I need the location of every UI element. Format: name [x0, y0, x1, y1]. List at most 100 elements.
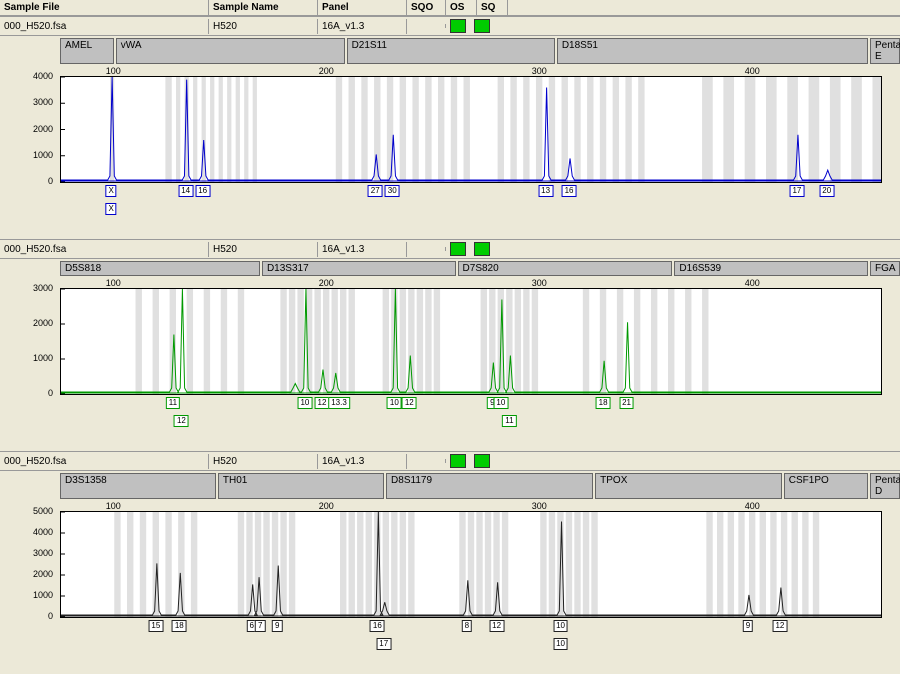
allele-call: 15: [148, 620, 163, 632]
locus-label: TH01: [218, 473, 384, 499]
locus-label: D3S1358: [60, 473, 216, 499]
locus-label: vWA: [116, 38, 345, 64]
y-tick-label: 0: [48, 176, 53, 186]
locus-label: D21S11: [347, 38, 555, 64]
allele-call: X: [105, 203, 116, 215]
locus-label: D7S820: [458, 261, 673, 276]
y-tick-label: 5000: [33, 506, 53, 516]
sample-file-cell: 000_H520.fsa: [0, 454, 209, 469]
sample-info-row: 000_H520.fsaH52016A_v1.3: [0, 239, 900, 259]
locus-label: D13S317: [262, 261, 456, 276]
allele-call: 12: [772, 620, 787, 632]
y-tick-label: 0: [48, 388, 53, 398]
col-panel: Panel: [318, 0, 407, 15]
allele-call: 16: [370, 620, 385, 632]
x-tick-label: 200: [319, 278, 334, 288]
chart-svg: [60, 76, 882, 183]
status-indicator-icon: [474, 454, 490, 468]
allele-call: 13: [538, 185, 553, 197]
allele-call: 10: [297, 397, 312, 409]
y-tick-label: 3000: [33, 283, 53, 293]
allele-row: 12 11: [60, 415, 890, 431]
panels-container: 000_H520.fsaH52016A_v1.3AMELvWAD21S11D18…: [0, 16, 900, 674]
loci-row: D5S818D13S317D7S820D16S539FGA: [0, 259, 900, 278]
allele-call: 10: [553, 638, 568, 650]
locus-label: D5S818: [60, 261, 260, 276]
panel-cell: 16A_v1.3: [318, 454, 407, 469]
allele-call: 12: [402, 397, 417, 409]
allele-call: 16: [195, 185, 210, 197]
allele-call: 7: [255, 620, 265, 632]
allele-call: 18: [172, 620, 187, 632]
col-sq: SQ: [477, 0, 508, 15]
allele-call: 11: [502, 415, 516, 427]
allele-call: 10: [493, 397, 508, 409]
electropherogram-chart: 01000200030004000X1416273013161720X: [0, 76, 900, 239]
allele-call: 13.3: [328, 397, 350, 409]
sqo-cell: [407, 24, 446, 28]
allele-call: 12: [489, 620, 504, 632]
table-header: Sample File Sample Name Panel SQO OS SQ: [0, 0, 900, 16]
allele-call: 16: [562, 185, 577, 197]
allele-call: 27: [368, 185, 383, 197]
x-tick-label: 100: [106, 501, 121, 511]
x-tick-label: 300: [532, 66, 547, 76]
x-tick-label: 200: [319, 501, 334, 511]
y-tick-label: 4000: [33, 527, 53, 537]
col-sqo: SQO: [407, 0, 446, 15]
x-tick-label: 400: [745, 501, 760, 511]
electropherogram-chart: 0100020003000400050001518679168121091217…: [0, 511, 900, 674]
x-tick-label: 400: [745, 278, 760, 288]
status-indicator-icon: [450, 19, 466, 33]
loci-row: AMELvWAD21S11D18S51Penta E: [0, 36, 900, 66]
chart-svg: [60, 288, 882, 395]
sample-name-cell: H520: [209, 242, 318, 257]
allele-call: X: [105, 185, 116, 197]
locus-label: Penta D: [870, 473, 900, 499]
allele-call: 21: [619, 397, 634, 409]
locus-label: Penta E: [870, 38, 900, 64]
sample-info-row: 000_H520.fsaH52016A_v1.3: [0, 16, 900, 36]
sqo-cell: [407, 459, 446, 463]
y-tick-label: 1000: [33, 590, 53, 600]
allele-call: 12: [174, 415, 189, 427]
sqo-cell: [407, 247, 446, 251]
chart-svg: [60, 511, 882, 618]
status-indicator-icon: [474, 242, 490, 256]
x-tick-label: 400: [745, 66, 760, 76]
allele-row: 11101213.310129101821: [60, 397, 890, 413]
y-tick-label: 1000: [33, 353, 53, 363]
sample-info-row: 000_H520.fsaH52016A_v1.3: [0, 451, 900, 471]
x-tick-label: 200: [319, 66, 334, 76]
y-tick-label: 4000: [33, 71, 53, 81]
status-indicator-icon: [474, 19, 490, 33]
status-indicator-icon: [450, 454, 466, 468]
allele-call: 17: [376, 638, 391, 650]
allele-call: 12: [315, 397, 330, 409]
locus-label: AMEL: [60, 38, 114, 64]
allele-row: X: [60, 203, 890, 219]
allele-row: 1710: [60, 638, 890, 654]
sample-file-cell: 000_H520.fsa: [0, 242, 209, 257]
locus-label: D8S1179: [386, 473, 593, 499]
locus-label: FGA: [870, 261, 900, 276]
y-tick-label: 3000: [33, 548, 53, 558]
x-tick-label: 100: [106, 278, 121, 288]
loci-row: D3S1358TH01D8S1179TPOXCSF1POPenta D: [0, 471, 900, 501]
allele-call: 9: [272, 620, 282, 632]
allele-call: 11: [166, 397, 180, 409]
y-tick-label: 3000: [33, 97, 53, 107]
locus-label: D18S51: [557, 38, 868, 64]
locus-label: CSF1PO: [784, 473, 868, 499]
allele-call: 10: [553, 620, 568, 632]
locus-label: TPOX: [595, 473, 782, 499]
col-sample-name: Sample Name: [209, 0, 318, 15]
allele-call: 14: [178, 185, 193, 197]
allele-call: 10: [387, 397, 402, 409]
locus-label: D16S539: [674, 261, 868, 276]
sample-file-cell: 000_H520.fsa: [0, 19, 209, 34]
x-tick-label: 300: [532, 278, 547, 288]
allele-call: 17: [789, 185, 804, 197]
allele-call: 9: [743, 620, 753, 632]
x-tick-label: 100: [106, 66, 121, 76]
